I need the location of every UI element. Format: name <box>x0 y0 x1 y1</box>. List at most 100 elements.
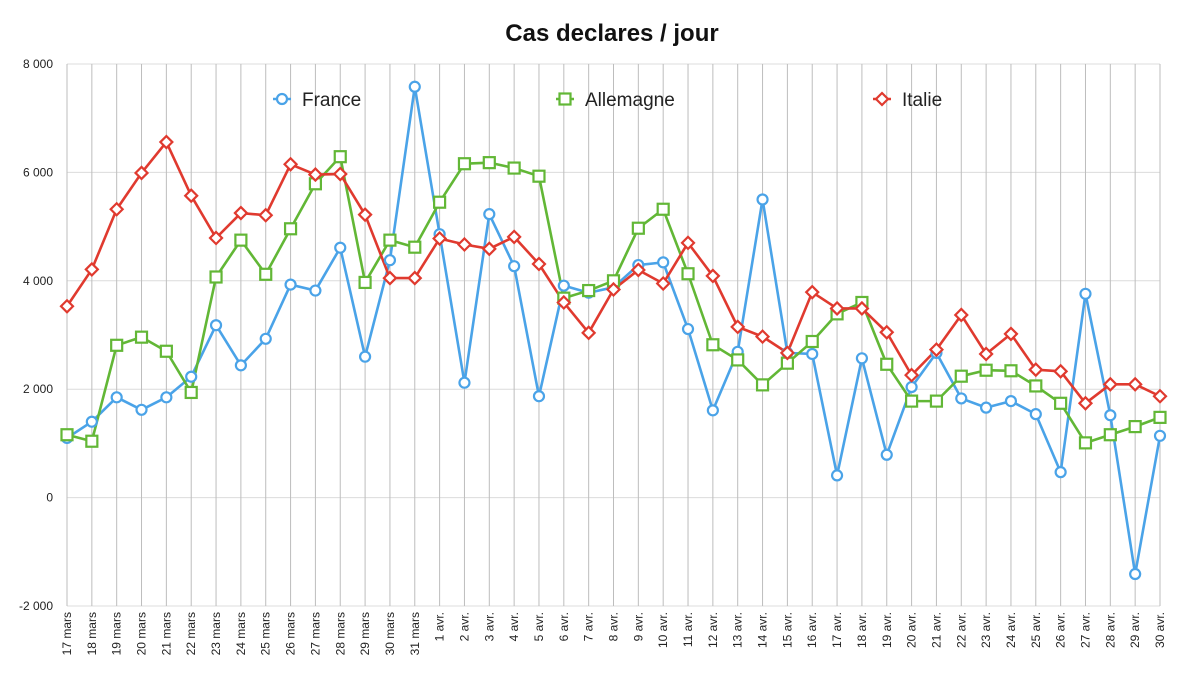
data-point-france <box>508 260 521 273</box>
data-point-france <box>209 319 223 332</box>
x-tick-label: 22 mars <box>184 612 198 655</box>
x-tick-label: 17 avr. <box>830 612 844 648</box>
y-tick-label: 0 <box>46 491 53 505</box>
data-point-italie <box>1127 376 1143 392</box>
data-point-france <box>358 350 372 363</box>
data-point-allemagne <box>1128 419 1142 434</box>
data-point-italie <box>1053 363 1069 379</box>
x-tick-label: 21 mars <box>159 612 173 655</box>
data-point-france <box>1153 429 1167 442</box>
data-point-allemagne <box>582 283 596 298</box>
data-point-france <box>557 279 570 292</box>
data-point-italie <box>332 166 348 182</box>
data-point-france <box>259 332 272 345</box>
x-tick-label: 21 avr. <box>929 612 943 648</box>
y-tick-label: 4 000 <box>23 274 53 288</box>
x-tick-label: 25 mars <box>259 612 273 655</box>
data-point-italie <box>283 156 299 172</box>
grid <box>66 63 1161 607</box>
data-point-allemagne <box>159 344 173 358</box>
x-tick-label: 8 avr. <box>607 612 621 641</box>
data-point-allemagne <box>731 353 745 367</box>
data-point-allemagne <box>482 156 496 170</box>
x-tick-label: 7 avr. <box>582 612 596 641</box>
data-point-france <box>955 392 968 405</box>
x-axis-ticks: 17 mars 18 mars 19 mars 20 mars 21 mars 22 ma… <box>60 612 1167 655</box>
x-tick-label: 3 avr. <box>482 612 496 641</box>
x-tick-label: 6 avr. <box>557 612 571 641</box>
data-point-allemagne <box>954 369 968 383</box>
x-tick-label: 5 avr. <box>532 612 546 641</box>
data-point-allemagne <box>755 378 770 392</box>
data-point-italie <box>829 300 845 316</box>
y-tick-label: 6 000 <box>23 165 53 179</box>
x-tick-label: 18 avr. <box>855 612 869 648</box>
data-point-allemagne <box>383 233 397 247</box>
data-point-allemagne <box>85 434 99 448</box>
data-point-france <box>980 401 993 414</box>
legend-label: Italie <box>902 90 942 111</box>
data-point-italie <box>133 165 150 181</box>
data-point-allemagne <box>259 267 273 281</box>
x-tick-label: 23 mars <box>209 612 223 655</box>
data-point-allemagne <box>929 394 944 408</box>
data-point-allemagne <box>880 357 894 371</box>
data-point-allemagne <box>1004 364 1018 378</box>
x-tick-label: 29 mars <box>358 612 372 655</box>
x-tick-label: 22 avr. <box>954 612 968 648</box>
data-point-allemagne <box>1029 379 1043 393</box>
data-point-allemagne <box>1054 396 1068 410</box>
data-point-france <box>1004 395 1018 408</box>
data-point-france <box>756 193 769 206</box>
data-point-italie <box>307 167 323 183</box>
data-point-allemagne <box>1153 410 1167 424</box>
legend-label: France <box>302 90 361 111</box>
x-tick-label: 26 mars <box>284 612 298 655</box>
data-point-italie <box>1028 362 1044 378</box>
legend-item-allemagne: Allemagne <box>556 90 675 111</box>
x-tick-label: 13 avr. <box>731 612 745 648</box>
data-point-france <box>1104 409 1117 422</box>
data-point-italie <box>506 229 522 245</box>
data-point-france <box>458 376 471 389</box>
series-markers <box>59 80 1168 581</box>
data-point-allemagne <box>681 267 695 281</box>
data-point-italie <box>432 230 448 247</box>
data-point-italie <box>655 275 671 292</box>
data-point-italie <box>1152 388 1168 404</box>
data-point-italie <box>730 319 746 335</box>
data-point-italie <box>158 134 174 150</box>
data-point-allemagne <box>134 330 149 344</box>
data-point-france <box>880 448 893 461</box>
data-point-italie <box>754 329 771 345</box>
data-point-france <box>284 278 297 291</box>
x-tick-label: 14 avr. <box>756 612 770 648</box>
x-tick-label: 19 mars <box>110 612 124 655</box>
data-point-allemagne <box>656 202 670 216</box>
data-point-france <box>1129 567 1142 581</box>
data-point-france <box>110 391 123 404</box>
data-point-italie <box>59 298 75 314</box>
data-point-allemagne <box>110 338 124 352</box>
data-point-france <box>706 404 719 417</box>
data-point-italie <box>84 261 100 277</box>
y-tick-label: 2 000 <box>23 382 53 396</box>
data-point-france <box>806 347 819 361</box>
data-point-france <box>657 256 670 269</box>
data-point-italie <box>1077 395 1094 411</box>
legend-swatch-marker <box>275 92 289 106</box>
x-tick-label: 30 mars <box>383 612 397 655</box>
data-point-france <box>1079 287 1092 300</box>
x-tick-label: 25 avr. <box>1029 612 1043 648</box>
data-point-allemagne <box>408 240 422 254</box>
data-point-france <box>532 390 546 403</box>
data-point-italie <box>556 294 572 311</box>
data-point-italie <box>531 256 547 272</box>
data-point-italie <box>481 241 497 257</box>
y-tick-label: 8 000 <box>23 57 53 71</box>
data-point-italie <box>680 235 696 251</box>
x-tick-label: 31 mars <box>408 612 422 655</box>
data-point-france <box>681 322 695 336</box>
data-point-france <box>1054 466 1067 479</box>
